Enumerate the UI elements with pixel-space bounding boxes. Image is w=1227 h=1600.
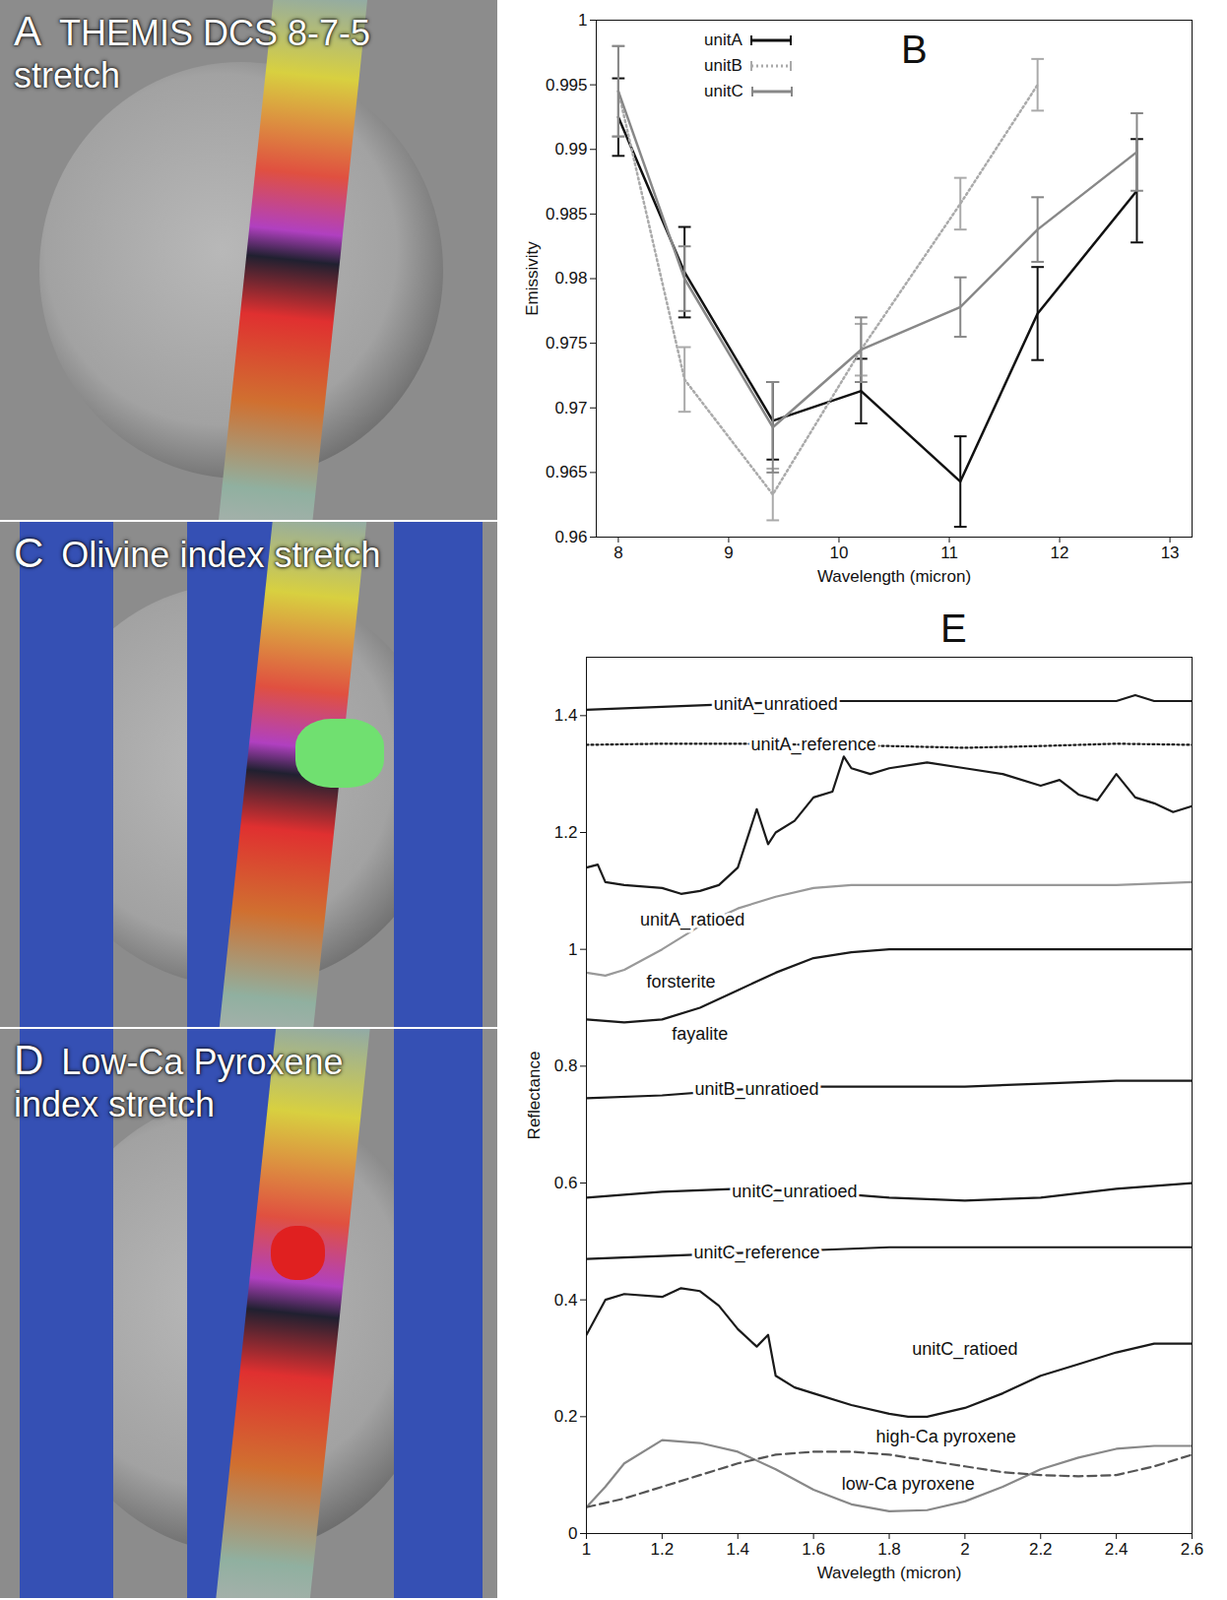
- svg-text:12: 12: [1050, 543, 1070, 563]
- html-text:unitA: unitA: [704, 30, 743, 50]
- svg-text:2.2: 2.2: [1029, 1540, 1053, 1559]
- html-text:THEMIS DCS 8-7-5 stretch: THEMIS DCS 8-7-5 stretch: [13, 12, 371, 96]
- svg-text:2: 2: [960, 1540, 969, 1559]
- svg-text:8: 8: [613, 543, 623, 563]
- html-text:C: C: [13, 529, 44, 577]
- svg-text:1: 1: [568, 940, 578, 960]
- svg-text:unitC_ratioed: unitC_ratioed: [911, 1339, 1018, 1360]
- svg-text:0.965: 0.965: [545, 462, 588, 482]
- svg-text:1.8: 1.8: [877, 1540, 902, 1559]
- svg-text:unitA_reference: unitA_reference: [751, 734, 877, 756]
- html-text:A: A: [13, 7, 42, 55]
- svg-text:unitB_unratioed: unitB_unratioed: [694, 1079, 819, 1100]
- html-text:unitB: unitB: [704, 56, 743, 75]
- svg-text:11: 11: [940, 543, 959, 563]
- svg-text:0.97: 0.97: [554, 398, 587, 418]
- html-text:Olivine index stretch: Olivine index stretch: [61, 534, 381, 576]
- svg-text:0.99: 0.99: [554, 139, 587, 159]
- svg-text:fayalite: fayalite: [671, 1024, 728, 1044]
- html-text:B: B: [901, 27, 928, 71]
- svg-text:1: 1: [578, 10, 587, 30]
- svg-text:unitA_unratioed: unitA_unratioed: [713, 694, 839, 715]
- svg-text:Reflectance: Reflectance: [524, 1051, 544, 1141]
- svg-text:13: 13: [1161, 543, 1180, 563]
- svg-text:10: 10: [830, 543, 849, 563]
- svg-text:Emissivity: Emissivity: [522, 241, 542, 317]
- svg-text:1.2: 1.2: [554, 823, 579, 842]
- svg-text:unitA_ratioed: unitA_ratioed: [640, 909, 745, 931]
- svg-text:0.985: 0.985: [545, 204, 588, 224]
- svg-text:0.96: 0.96: [554, 527, 587, 547]
- html-text:unitC: unitC: [704, 81, 744, 101]
- svg-text:high-Ca pyroxene: high-Ca pyroxene: [876, 1426, 1017, 1447]
- svg-text:1.2: 1.2: [650, 1540, 675, 1559]
- svg-text:Wavelength (micron): Wavelength (micron): [817, 567, 971, 586]
- svg-text:0.98: 0.98: [554, 268, 587, 288]
- svg-text:0: 0: [568, 1524, 578, 1544]
- svg-text:unitC_reference: unitC_reference: [693, 1242, 820, 1264]
- svg-text:0.8: 0.8: [554, 1056, 579, 1076]
- svg-text:0.995: 0.995: [545, 75, 588, 95]
- svg-text:0.4: 0.4: [554, 1291, 579, 1310]
- html-text:Low-Ca Pyroxene index stretch: Low-Ca Pyroxene index stretch: [13, 1041, 344, 1125]
- svg-text:0.975: 0.975: [545, 333, 588, 353]
- html-text:D: D: [13, 1036, 44, 1084]
- svg-text:forsterite: forsterite: [646, 971, 716, 992]
- svg-text:1.4: 1.4: [725, 1540, 750, 1559]
- svg-text:1.6: 1.6: [801, 1540, 826, 1559]
- svg-text:9: 9: [723, 543, 733, 563]
- svg-text:2.6: 2.6: [1180, 1540, 1205, 1559]
- svg-text:unitC_unratioed: unitC_unratioed: [731, 1181, 857, 1203]
- svg-text:0.2: 0.2: [554, 1407, 579, 1426]
- svg-text:low-Ca pyroxene: low-Ca pyroxene: [841, 1474, 975, 1494]
- svg-text:Wavelegth (micron): Wavelegth (micron): [817, 1563, 963, 1583]
- html-text:E: E: [940, 606, 967, 650]
- svg-text:1: 1: [581, 1540, 591, 1559]
- svg-text:2.4: 2.4: [1104, 1540, 1129, 1559]
- svg-text:1.4: 1.4: [554, 706, 579, 725]
- svg-text:0.6: 0.6: [554, 1173, 579, 1193]
